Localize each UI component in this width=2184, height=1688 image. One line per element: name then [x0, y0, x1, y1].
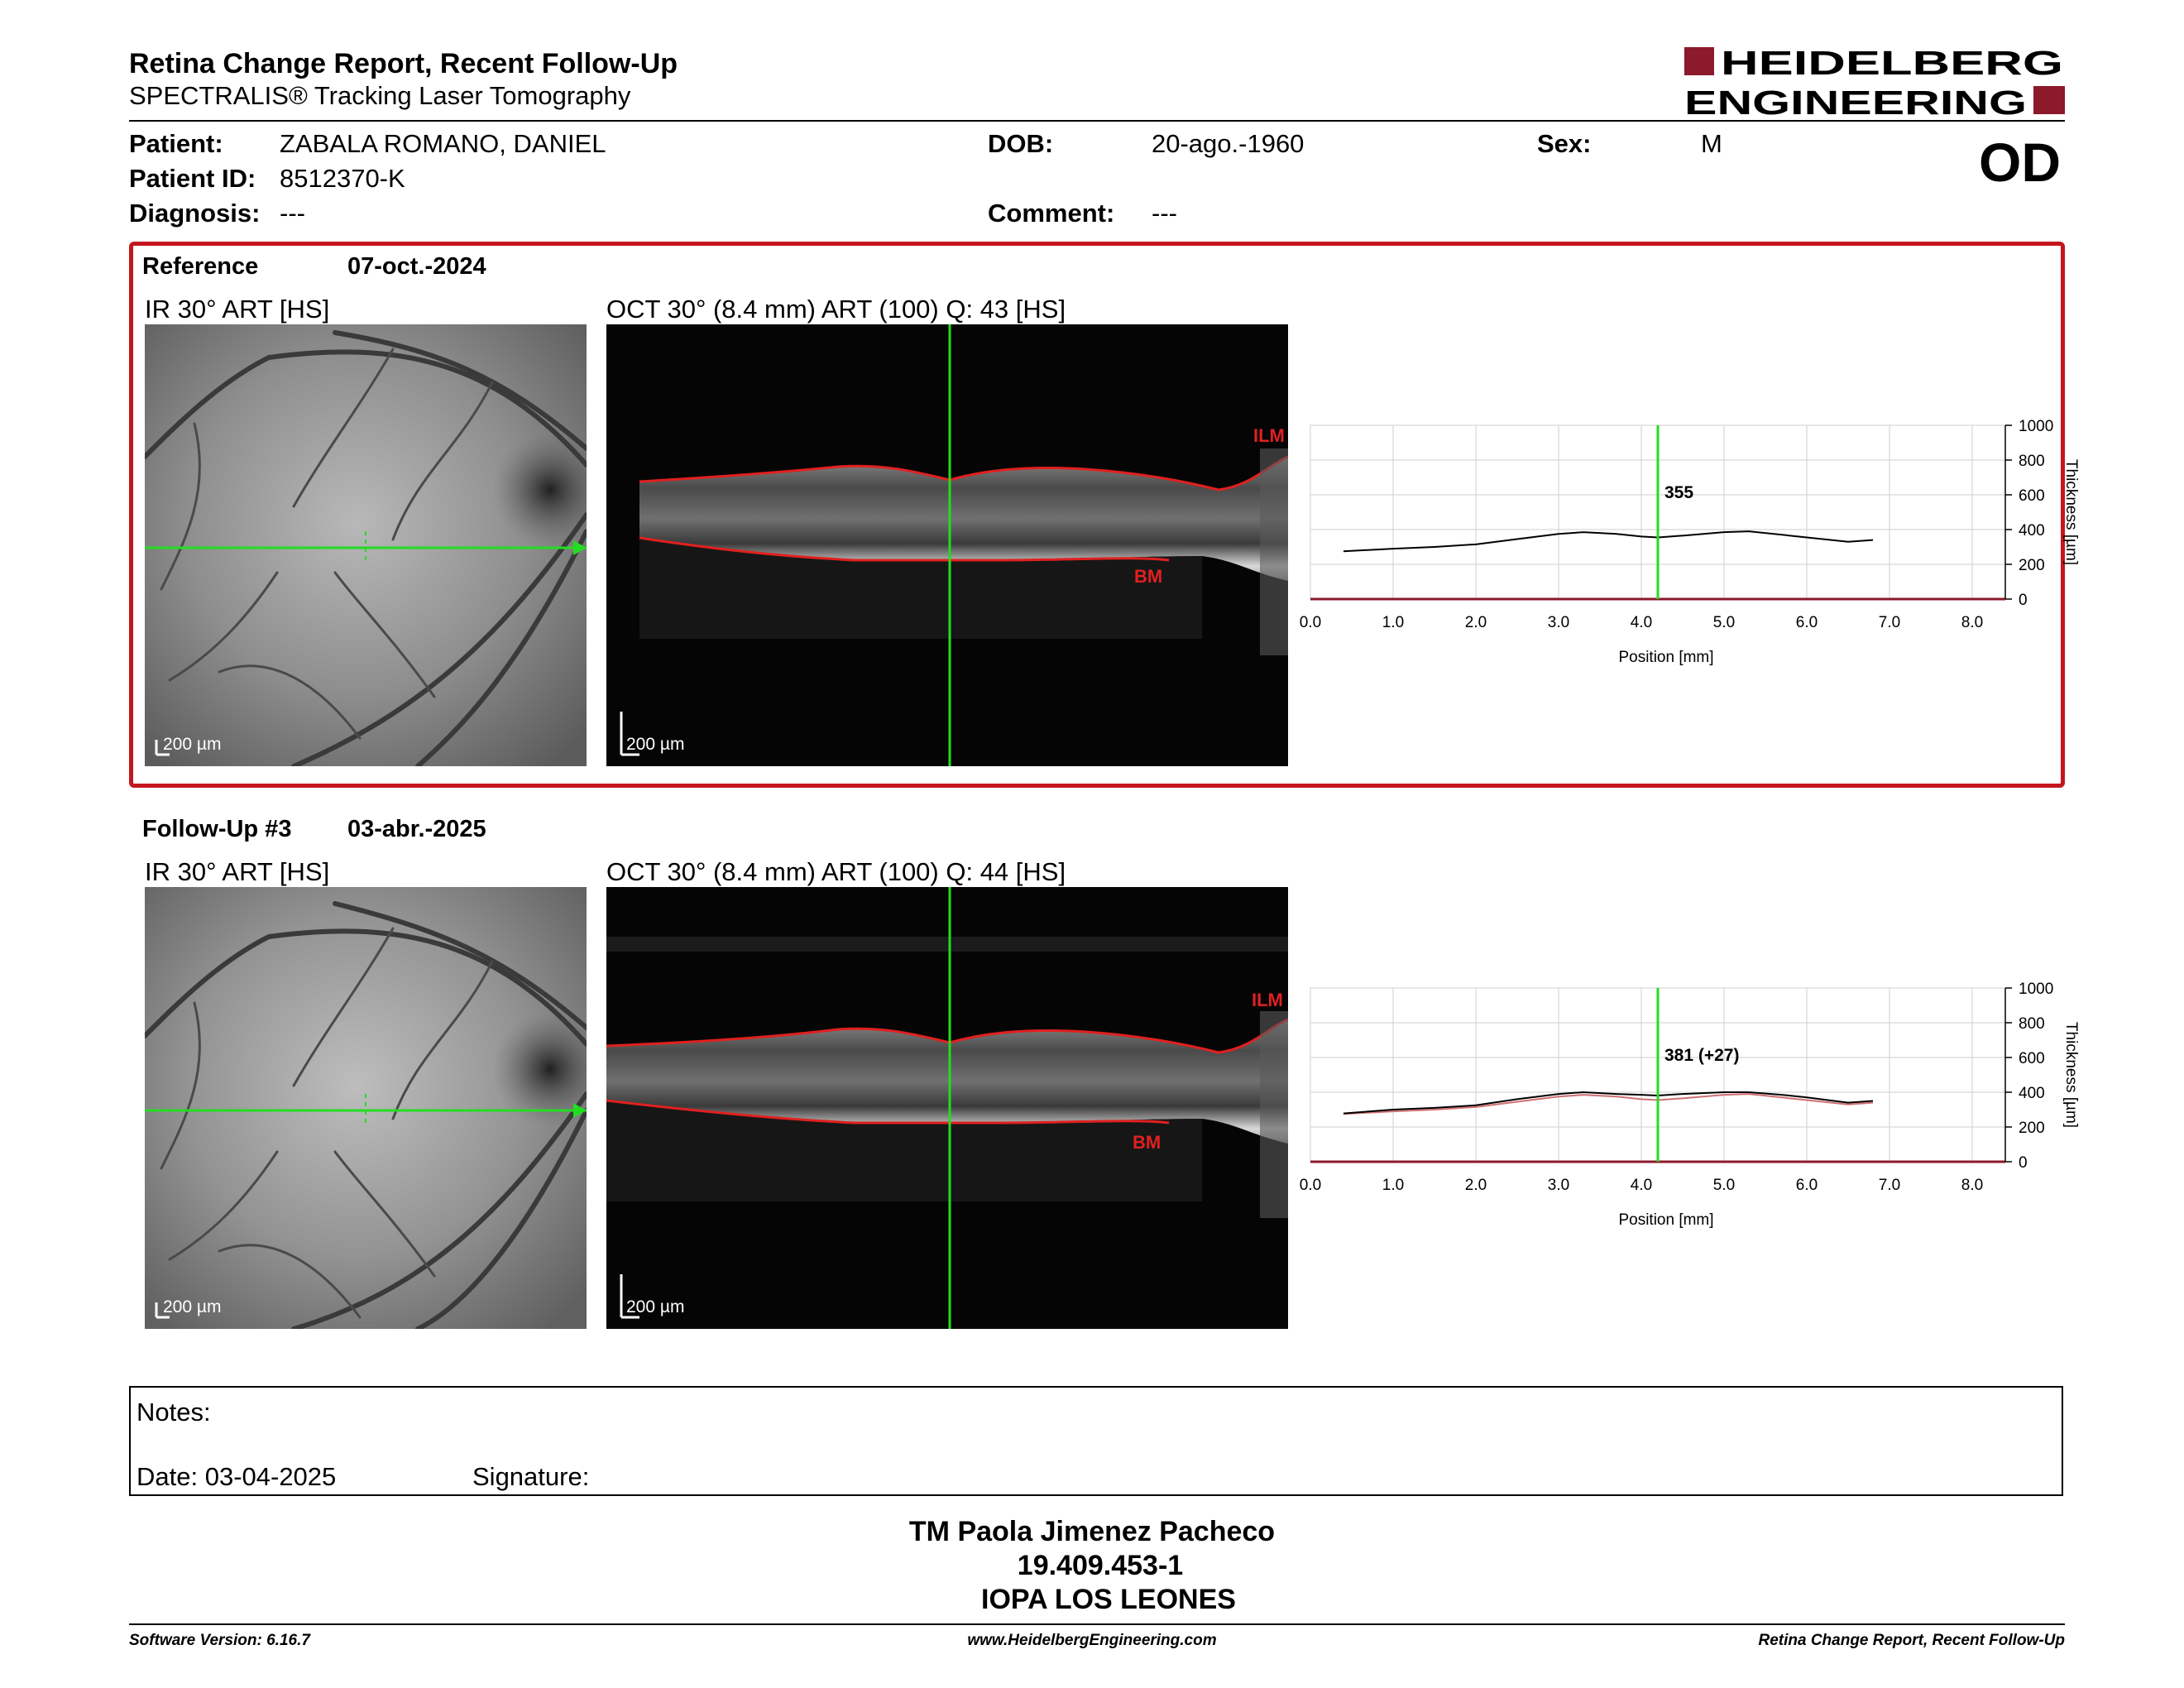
reference-frame	[129, 242, 2065, 788]
x-tick-label: 2.0	[1465, 614, 1487, 631]
footer-divider	[129, 1623, 2065, 1625]
notes-box: Notes: Date: 03-04-2025 Signature:	[129, 1386, 2063, 1496]
y-tick-label: 600	[2019, 1050, 2045, 1067]
dob-value: 20-ago.-1960	[1152, 129, 1305, 158]
header-divider	[129, 120, 2065, 122]
patient-id-label: Patient ID:	[129, 164, 256, 193]
y-tick-label: 1000	[2019, 418, 2053, 435]
x-axis-label: Position [mm]	[1618, 1211, 1713, 1229]
reference-ilm-label: ILM	[1253, 425, 1285, 446]
followup-ilm-label: ILM	[1252, 990, 1283, 1010]
website-link[interactable]: www.HeidelbergEngineering.com	[967, 1632, 1217, 1649]
y-tick-label: 200	[2019, 557, 2045, 574]
bm-boundary	[606, 1099, 1170, 1125]
x-tick-label: 7.0	[1879, 1177, 1900, 1194]
y-tick-label: 400	[2019, 522, 2045, 539]
patient-label: Patient:	[129, 129, 223, 158]
report-title: Retina Change Report, Recent Follow-Up	[129, 48, 678, 79]
x-tick-label: 7.0	[1879, 614, 1900, 631]
thickness-line	[1343, 1091, 1874, 1115]
followup-ir-scale: 200 µm	[163, 1297, 221, 1316]
followup-label: Follow-Up #3	[142, 816, 292, 842]
followup-date: 03-abr.-2025	[347, 816, 486, 842]
heidelberg-logo: HEIDELBERG ENGINEERING	[1684, 45, 2065, 117]
y-tick-label: 600	[2019, 487, 2045, 505]
y-tick-label: 0	[2019, 1154, 2028, 1172]
reference-ir-image[interactable]: 200 µm	[145, 324, 587, 766]
x-tick-label: 0.0	[1300, 1177, 1321, 1194]
followup-oct-label: OCT 30° (8.4 mm) ART (100) Q: 44 [HS]	[606, 857, 1066, 886]
y-axis-label: Thickness [µm]	[2062, 1022, 2080, 1128]
ilm-boundary	[606, 1018, 1288, 1054]
followup-thickness-chart[interactable]: 0.0 1.0 2.0 3.0 4.0 5.0 6.0 7.0 8.0 0 200 400 600 800…	[1299, 968, 2093, 1241]
comment-value: ---	[1152, 199, 1177, 228]
notes-label: Notes:	[136, 1398, 211, 1427]
x-tick-label: 8.0	[1961, 614, 1983, 631]
reference-oct-image[interactable]: ILM BM 200 µm	[606, 324, 1288, 766]
thickness-line	[1343, 530, 1874, 553]
x-tick-label: 0.0	[1300, 614, 1321, 631]
x-tick-label: 2.0	[1465, 1177, 1487, 1194]
reference-ir-label: IR 30° ART [HS]	[145, 295, 330, 324]
signature-label[interactable]: Signature:	[472, 1462, 590, 1491]
sex-label: Sex:	[1537, 129, 1592, 158]
y-tick-label: 800	[2019, 453, 2045, 470]
followup-ir-image[interactable]: 200 µm	[145, 887, 587, 1329]
footer-report-name: Retina Change Report, Recent Follow-Up	[1758, 1632, 2065, 1649]
signer-name: TM Paola Jimenez Pacheco	[908, 1516, 1276, 1547]
reference-oct-label: OCT 30° (8.4 mm) ART (100) Q: 43 [HS]	[606, 295, 1066, 324]
retinal-vessels	[145, 901, 587, 1329]
followup-oct-scale: 200 µm	[626, 1297, 684, 1316]
y-tick-label: 1000	[2019, 981, 2053, 998]
signer-id: 19.409.453-1	[1017, 1550, 1184, 1581]
followup-oct-image[interactable]: ILM BM 200 µm	[606, 887, 1288, 1329]
x-tick-label: 5.0	[1713, 1177, 1735, 1194]
x-tick-label: 6.0	[1796, 1177, 1818, 1194]
reference-oct-scale: 200 µm	[626, 735, 684, 754]
reference-bm-label: BM	[1134, 566, 1162, 587]
eye-indicator: OD	[1979, 132, 2061, 193]
logo-line1: HEIDELBERG	[1721, 45, 2063, 82]
diagnosis-label: Diagnosis:	[129, 199, 261, 228]
logo-line2: ENGINEERING	[1684, 84, 2027, 117]
x-axis-label: Position [mm]	[1618, 649, 1713, 666]
software-version: Software Version: 6.16.7	[129, 1632, 310, 1649]
diagnosis-value: ---	[280, 199, 305, 228]
patient-id: 8512370-K	[280, 164, 405, 193]
x-tick-label: 4.0	[1631, 1177, 1652, 1194]
x-tick-label: 5.0	[1713, 614, 1735, 631]
ilm-boundary	[639, 455, 1288, 492]
x-tick-label: 6.0	[1796, 614, 1818, 631]
x-tick-label: 1.0	[1382, 1177, 1404, 1194]
x-tick-label: 8.0	[1961, 1177, 1983, 1194]
retinal-vessels	[145, 330, 587, 766]
sex-value: M	[1701, 129, 1722, 158]
dob-label: DOB:	[988, 129, 1054, 158]
reference-date: 07-oct.-2024	[347, 253, 486, 280]
y-tick-label: 400	[2019, 1085, 2045, 1102]
cursor-value-label: 355	[1664, 483, 1693, 502]
reference-label: Reference	[142, 253, 259, 280]
notes-date: Date: 03-04-2025	[136, 1462, 337, 1491]
thickness-line	[1343, 1093, 1874, 1115]
y-tick-label: 200	[2019, 1120, 2045, 1137]
reference-ir-scale: 200 µm	[163, 735, 221, 754]
x-tick-label: 4.0	[1631, 614, 1652, 631]
comment-label: Comment:	[988, 199, 1115, 228]
bm-boundary	[639, 536, 1170, 562]
x-tick-label: 3.0	[1548, 1177, 1569, 1194]
y-tick-label: 800	[2019, 1015, 2045, 1033]
x-tick-label: 1.0	[1382, 614, 1404, 631]
patient-name: ZABALA ROMANO, DANIEL	[280, 129, 606, 158]
report-subtitle: SPECTRALIS® Tracking Laser Tomography	[129, 81, 631, 110]
y-axis-label: Thickness [µm]	[2062, 459, 2080, 565]
followup-ir-label: IR 30° ART [HS]	[145, 857, 330, 886]
reference-thickness-chart[interactable]: 0.0 1.0 2.0 3.0 4.0 5.0 6.0 7.0 8.0 0 200 400 600 800…	[1299, 405, 2093, 679]
x-tick-label: 3.0	[1548, 614, 1569, 631]
y-tick-label: 0	[2019, 592, 2028, 609]
signer-organization: IOPA LOS LEONES	[981, 1584, 1236, 1615]
followup-bm-label: BM	[1133, 1132, 1161, 1153]
cursor-value-label: 381 (+27)	[1664, 1046, 1739, 1065]
